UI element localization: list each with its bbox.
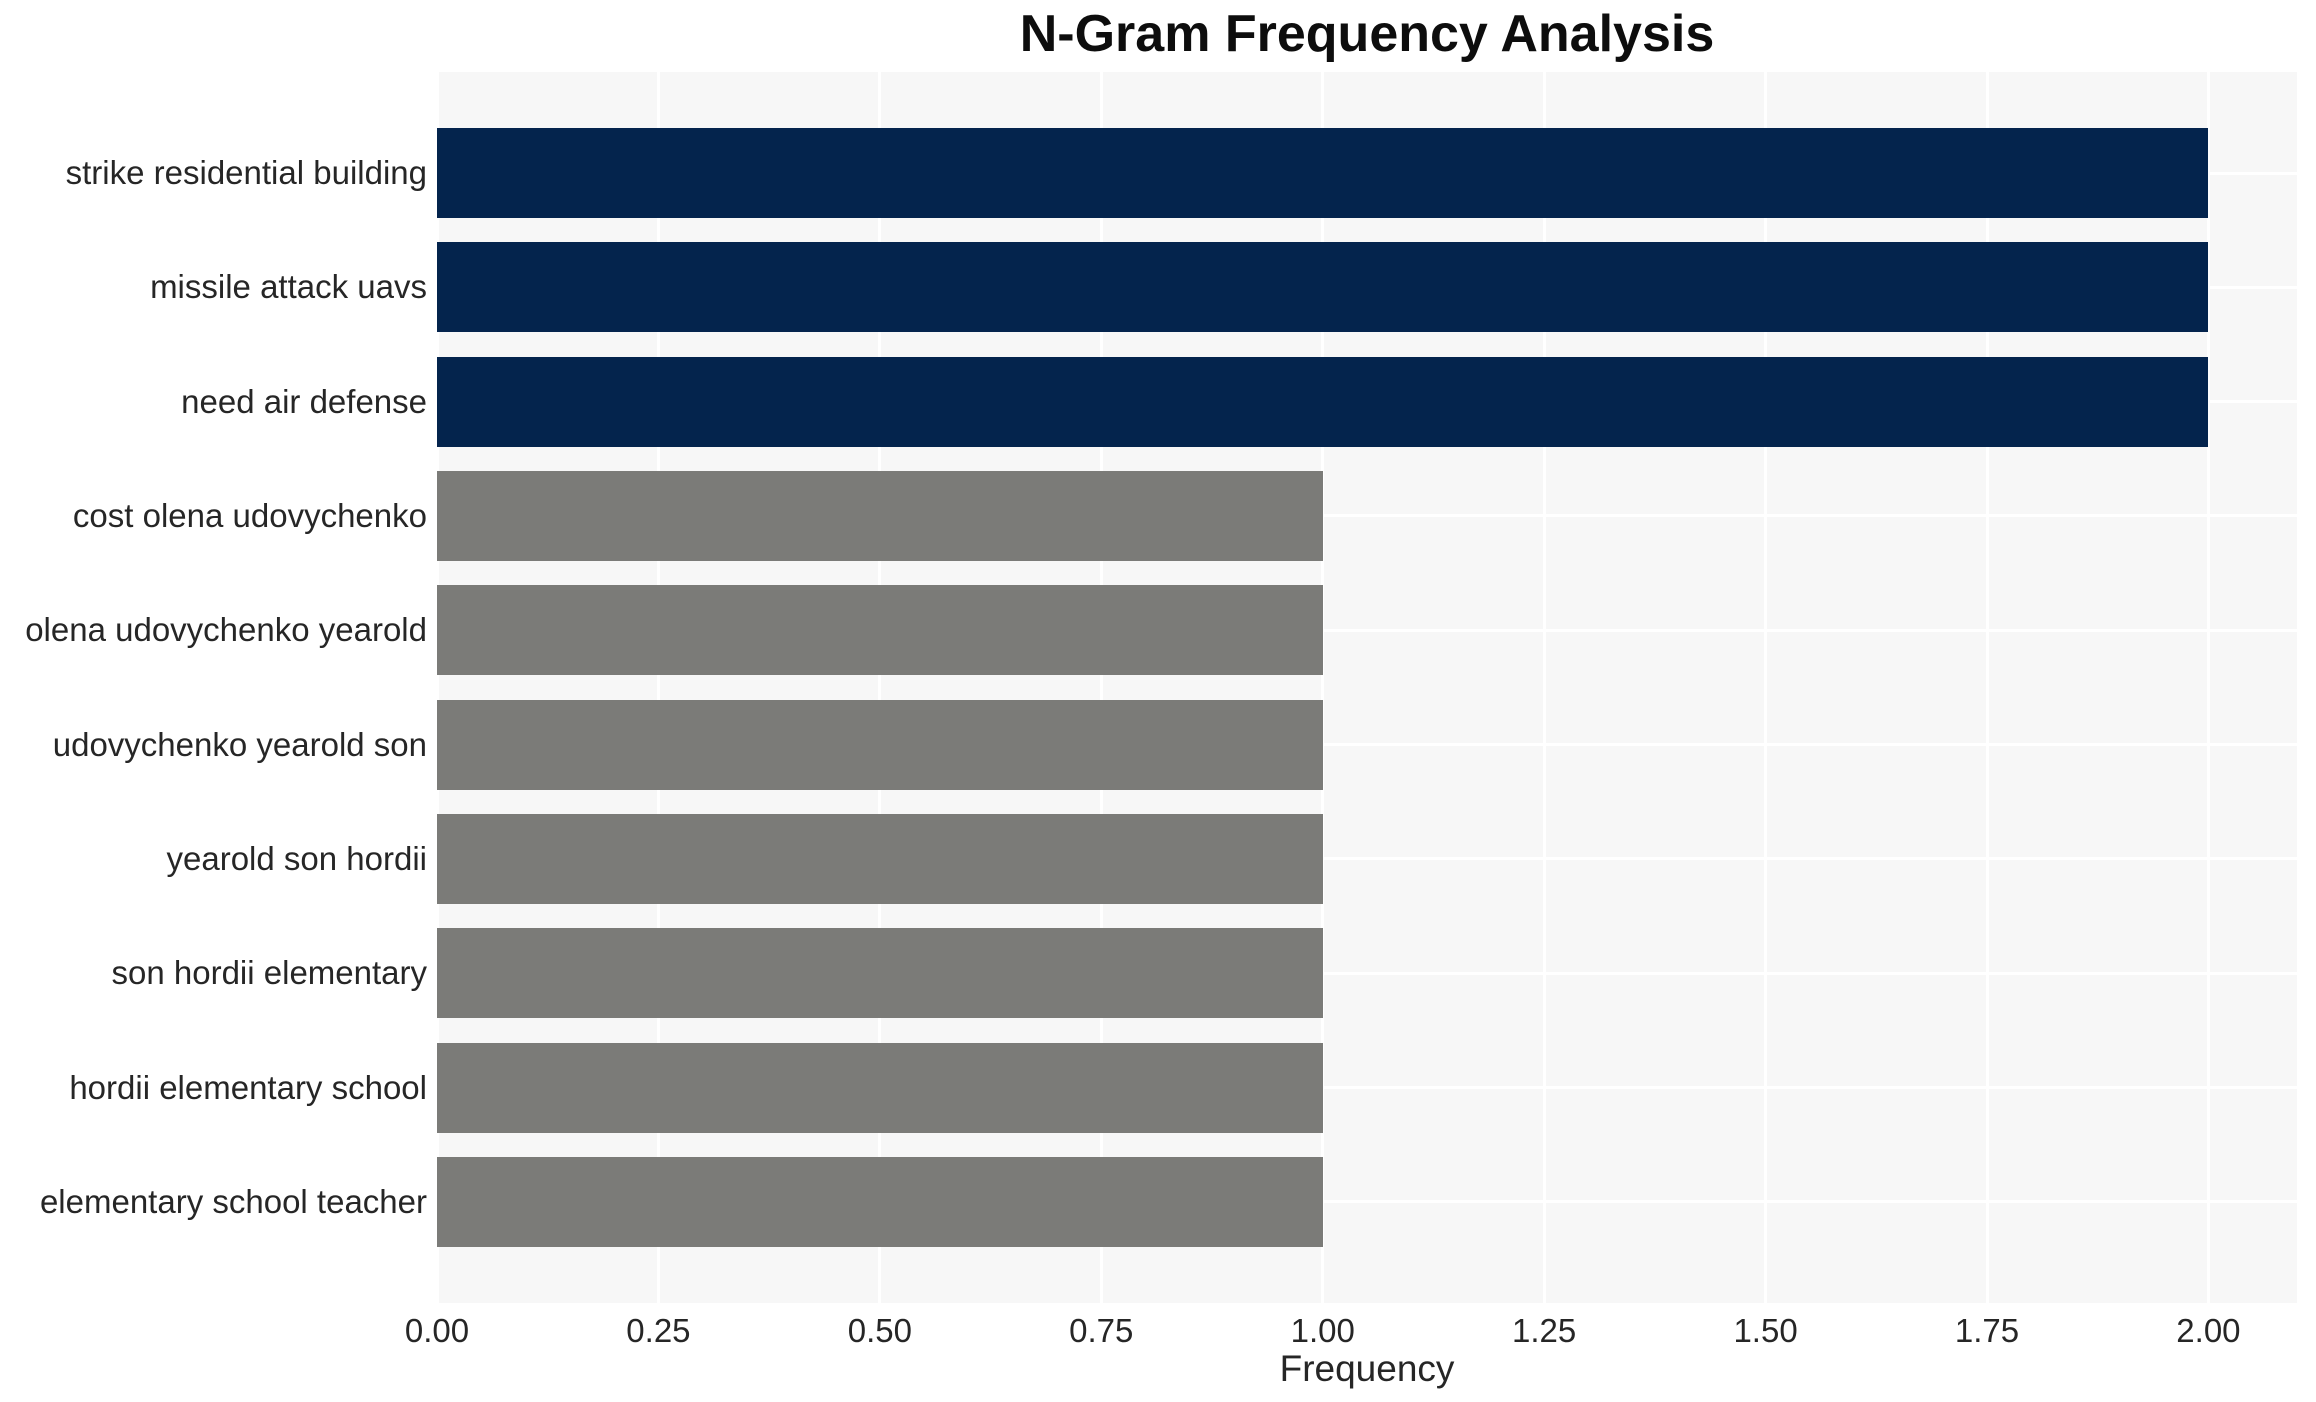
h-gridline bbox=[437, 971, 2297, 975]
v-gridline bbox=[656, 72, 660, 1303]
bar bbox=[437, 242, 2209, 333]
v-gridline bbox=[878, 72, 882, 1303]
h-gridline bbox=[437, 857, 2297, 861]
bar bbox=[437, 128, 2209, 218]
x-tick-label: 1.25 bbox=[1512, 1312, 1577, 1349]
y-tick-label: cost olena udovychenko bbox=[72, 496, 427, 534]
bar bbox=[437, 1156, 1323, 1247]
y-tick-label: elementary school teacher bbox=[39, 1182, 427, 1220]
x-tick-label: 0.25 bbox=[626, 1312, 691, 1349]
y-tick-label: hordii elementary school bbox=[69, 1068, 427, 1106]
bar bbox=[437, 356, 2209, 447]
x-tick-label: 0.00 bbox=[404, 1312, 470, 1349]
y-tick-label: yearold son hordii bbox=[166, 839, 428, 877]
bar bbox=[437, 928, 1323, 1019]
y-tick-label: strike residential building bbox=[65, 154, 427, 191]
x-tick-label: 0.50 bbox=[847, 1312, 912, 1349]
bar bbox=[437, 585, 1323, 676]
y-tick-label: olena udovychenko yearold bbox=[25, 611, 427, 649]
v-gridline bbox=[1321, 72, 1325, 1303]
x-tick-label: 0.75 bbox=[1069, 1312, 1134, 1349]
chart-title: N-Gram Frequency Analysis bbox=[1019, 5, 1715, 63]
bar bbox=[437, 1042, 1323, 1133]
x-axis-title: Frequency bbox=[1279, 1348, 1455, 1389]
v-gridline bbox=[1542, 72, 1546, 1303]
h-gridline bbox=[437, 1086, 2297, 1090]
bar bbox=[437, 699, 1323, 790]
x-tick-label: 2.00 bbox=[2176, 1312, 2241, 1349]
h-gridline bbox=[437, 743, 2297, 747]
y-tick-label: need air defense bbox=[181, 382, 427, 420]
y-tick-label: son hordii elementary bbox=[111, 954, 428, 992]
y-tick-label: udovychenko yearold son bbox=[52, 725, 427, 763]
h-gridline bbox=[437, 514, 2297, 518]
x-tick-label: 1.50 bbox=[1733, 1312, 1798, 1349]
x-tick-label: 1.75 bbox=[1954, 1312, 2020, 1349]
x-tick-label: 1.00 bbox=[1290, 1312, 1355, 1349]
v-gridline bbox=[1985, 72, 1989, 1303]
y-tick-label: missile attack uavs bbox=[150, 268, 427, 306]
bar bbox=[437, 470, 1323, 561]
v-gridline bbox=[1099, 72, 1103, 1303]
v-gridline bbox=[435, 72, 439, 1303]
h-gridline bbox=[437, 628, 2297, 632]
h-gridline bbox=[437, 1200, 2297, 1204]
plot-area bbox=[435, 72, 2297, 1303]
v-gridline bbox=[2206, 72, 2210, 1303]
bar bbox=[437, 813, 1323, 904]
v-gridline bbox=[1764, 72, 1768, 1303]
